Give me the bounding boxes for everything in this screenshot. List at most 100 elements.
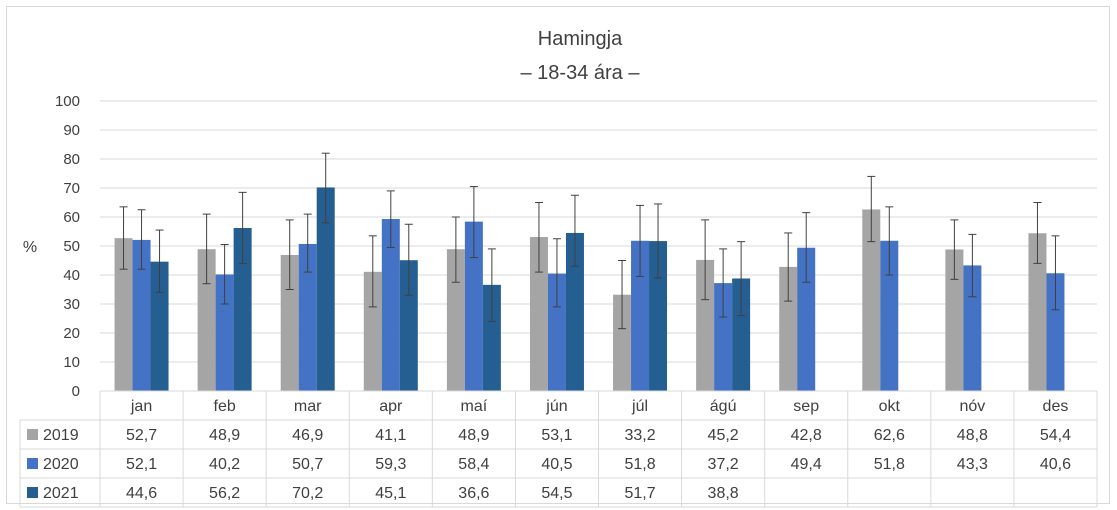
- data-label: 42,8: [791, 427, 822, 444]
- error-bar: [238, 191, 247, 264]
- data-label: 54,4: [1040, 427, 1071, 444]
- data-label: 48,8: [957, 427, 988, 444]
- data-label: 37,2: [708, 456, 739, 473]
- legend-swatch: [27, 487, 38, 498]
- data-label: 51,7: [624, 485, 655, 502]
- category-label: sep: [793, 398, 819, 415]
- error-bar: [303, 213, 312, 273]
- data-label: 59,3: [375, 456, 406, 473]
- error-bar: [737, 241, 746, 317]
- data-label: 70,2: [292, 485, 323, 502]
- error-bar: [885, 206, 894, 276]
- data-label: 40,2: [209, 456, 240, 473]
- error-bar: [469, 186, 478, 259]
- category-label: apr: [379, 398, 403, 415]
- gridlines: 0 10 20 30 40 50 60 70 80 90 100: [55, 93, 1097, 400]
- error-bar: [119, 206, 128, 270]
- bar: [197, 249, 216, 391]
- data-label: 58,4: [458, 456, 489, 473]
- bar: [797, 247, 816, 391]
- y-tick-label: 50: [63, 238, 80, 255]
- data-label: 36,6: [458, 485, 489, 502]
- series-name: 2020: [43, 456, 79, 473]
- data-label: 54,5: [541, 485, 572, 502]
- bar: [779, 266, 798, 391]
- error-bars: [119, 152, 1060, 330]
- error-bar: [570, 194, 579, 267]
- bar: [150, 261, 169, 391]
- bar: [862, 209, 881, 391]
- chart-title: Hamingja: [538, 28, 623, 50]
- y-tick-label: 0: [72, 383, 80, 400]
- bar: [613, 294, 632, 391]
- error-bar: [220, 244, 229, 305]
- category-label: júl: [631, 398, 648, 415]
- bar: [298, 243, 317, 391]
- error-bar: [701, 219, 710, 301]
- error-bar: [368, 235, 377, 308]
- legend-swatch: [27, 429, 38, 440]
- error-bar: [802, 212, 811, 283]
- category-label: mar: [294, 398, 322, 415]
- bar: [696, 259, 715, 391]
- error-bar: [155, 229, 164, 293]
- data-label: 45,2: [708, 427, 739, 444]
- bar: [280, 254, 299, 391]
- data-table: jan feb mar apr maí jún júl ágú sep okt nóv des 2019…: [19, 390, 1098, 508]
- data-label: 51,8: [624, 456, 655, 473]
- error-bar: [784, 232, 793, 302]
- bar: [464, 221, 483, 391]
- error-bar: [202, 213, 211, 285]
- error-bar: [487, 248, 496, 322]
- bar: [649, 241, 668, 391]
- data-label: 56,2: [209, 485, 240, 502]
- bar: [215, 274, 234, 391]
- category-label: ágú: [710, 398, 737, 415]
- y-tick-label: 90: [63, 122, 80, 139]
- data-label: 52,7: [126, 427, 157, 444]
- error-bar: [1033, 202, 1042, 264]
- data-label: 51,8: [874, 456, 905, 473]
- data-label: 46,9: [292, 427, 323, 444]
- bar: [399, 260, 418, 391]
- y-tick-label: 30: [63, 296, 80, 313]
- series-name: 2019: [43, 427, 79, 444]
- error-bar: [1051, 235, 1060, 311]
- data-label: 62,6: [874, 427, 905, 444]
- bar: [631, 240, 650, 391]
- bar: [547, 273, 566, 391]
- bar: [963, 265, 982, 391]
- error-bar: [404, 223, 413, 296]
- category-label: jún: [545, 398, 567, 415]
- y-tick-label: 70: [63, 180, 80, 197]
- y-tick-label: 40: [63, 267, 80, 284]
- bar: [945, 249, 964, 391]
- data-label: 49,4: [791, 456, 822, 473]
- chart-subtitle: – 18-34 ára –: [521, 62, 641, 84]
- error-bar: [285, 219, 294, 290]
- error-bar: [968, 233, 977, 298]
- y-tick-label: 20: [63, 325, 80, 342]
- error-bar: [321, 152, 330, 224]
- error-bar: [552, 238, 561, 308]
- error-bar: [618, 260, 627, 330]
- category-label: maí: [461, 398, 488, 415]
- data-label: 41,1: [375, 427, 406, 444]
- data-label: 50,7: [292, 456, 323, 473]
- bar: [732, 278, 751, 391]
- error-bar: [534, 202, 543, 273]
- bar: [446, 249, 465, 391]
- error-bar: [719, 248, 728, 318]
- bar: [114, 238, 133, 391]
- y-tick-label: 100: [55, 93, 80, 110]
- data-label: 48,9: [458, 427, 489, 444]
- data-label: 52,1: [126, 456, 157, 473]
- bar: [381, 219, 400, 391]
- error-bar: [950, 219, 959, 280]
- y-axis-label: %: [23, 239, 37, 256]
- error-bar: [451, 216, 460, 283]
- legend-swatch: [27, 458, 38, 469]
- category-label: nóv: [959, 398, 985, 415]
